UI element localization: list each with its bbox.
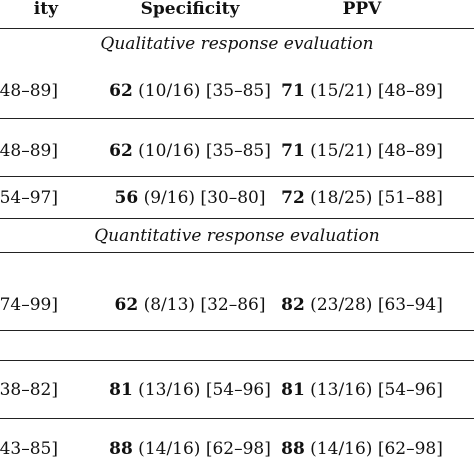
specificity-value: 62: [109, 141, 133, 161]
specificity-detail: (13/16) [54–96]: [132, 380, 271, 400]
row-rule: [0, 252, 474, 253]
sensitivity-cell: 48–89]: [0, 141, 58, 161]
ppv-detail: (15/21) [48–89]: [304, 141, 443, 161]
specificity-detail: (14/16) [62–98]: [132, 439, 271, 459]
ppv-cell: 71 (15/21) [48–89]: [262, 136, 462, 166]
row-rule: [0, 118, 474, 119]
ppv-cell: 71 (15/21) [48–89]: [262, 76, 462, 106]
row-rule: [0, 360, 474, 361]
specificity-value: 88: [109, 439, 133, 459]
specificity-detail: (8/13) [32–86]: [138, 295, 266, 315]
ppv-detail: (14/16) [62–98]: [304, 439, 443, 459]
sensitivity-cell: 48–89]: [0, 81, 58, 101]
table-row: 43–85] 88 (14/16) [62–98] 88 (14/16) [62…: [0, 434, 474, 464]
table-row: 48–89] 62 (10/16) [35–85] 71 (15/21) [48…: [0, 76, 474, 106]
row-rule: [0, 330, 474, 331]
sensitivity-cell: 74–99]: [0, 295, 58, 315]
row-rule: [0, 176, 474, 177]
table-row: 74–99] 62 (8/13) [32–86] 82 (23/28) [63–…: [0, 290, 474, 320]
specificity-cell: 88 (14/16) [62–98]: [95, 434, 285, 464]
table-row: 38–82] 81 (13/16) [54–96] 81 (13/16) [54…: [0, 375, 474, 405]
ppv-value: 71: [281, 81, 305, 101]
section-quantitative-title: Quantitative response evaluation: [94, 226, 380, 246]
table-row: 54–97] 56 (9/16) [30–80] 72 (18/25) [51–…: [0, 183, 474, 213]
ppv-value: 88: [281, 439, 305, 459]
section-rule: [0, 218, 474, 219]
ppv-value: 81: [281, 380, 305, 400]
ppv-cell: 81 (13/16) [54–96]: [262, 375, 462, 405]
specificity-cell: 81 (13/16) [54–96]: [95, 375, 285, 405]
table-header-row: ity Specificity PPV: [0, 0, 474, 24]
table-row: 48–89] 62 (10/16) [35–85] 71 (15/21) [48…: [0, 136, 474, 166]
sensitivity-cell: 54–97]: [0, 188, 58, 208]
ppv-detail: (13/16) [54–96]: [304, 380, 443, 400]
sensitivity-cell: 38–82]: [0, 380, 58, 400]
header-specificity: Specificity: [140, 0, 240, 19]
header-ppv: PPV: [342, 0, 382, 19]
ppv-detail: (18/25) [51–88]: [304, 188, 443, 208]
specificity-cell: 62 (10/16) [35–85]: [95, 76, 285, 106]
ppv-cell: 72 (18/25) [51–88]: [262, 183, 462, 213]
specificity-detail: (10/16) [35–85]: [132, 81, 271, 101]
header-sensitivity: ity: [33, 0, 58, 19]
specificity-cell: 62 (8/13) [32–86]: [95, 290, 285, 320]
header-rule: [0, 28, 474, 29]
specificity-value: 81: [109, 380, 133, 400]
ppv-cell: 88 (14/16) [62–98]: [262, 434, 462, 464]
specificity-detail: (9/16) [30–80]: [138, 188, 266, 208]
specificity-value: 62: [109, 81, 133, 101]
ppv-detail: (23/28) [63–94]: [304, 295, 443, 315]
ppv-value: 71: [281, 141, 305, 161]
section-qualitative-title: Qualitative response evaluation: [100, 34, 374, 54]
specificity-cell: 62 (10/16) [35–85]: [95, 136, 285, 166]
specificity-detail: (10/16) [35–85]: [132, 141, 271, 161]
ppv-detail: (15/21) [48–89]: [304, 81, 443, 101]
ppv-value: 82: [281, 295, 305, 315]
sensitivity-cell: 43–85]: [0, 439, 58, 459]
specificity-value: 56: [114, 188, 139, 208]
row-rule: [0, 418, 474, 419]
ppv-value: 72: [281, 188, 305, 208]
specificity-cell: 56 (9/16) [30–80]: [95, 183, 285, 213]
ppv-cell: 82 (23/28) [63–94]: [262, 290, 462, 320]
specificity-value: 62: [114, 295, 139, 315]
